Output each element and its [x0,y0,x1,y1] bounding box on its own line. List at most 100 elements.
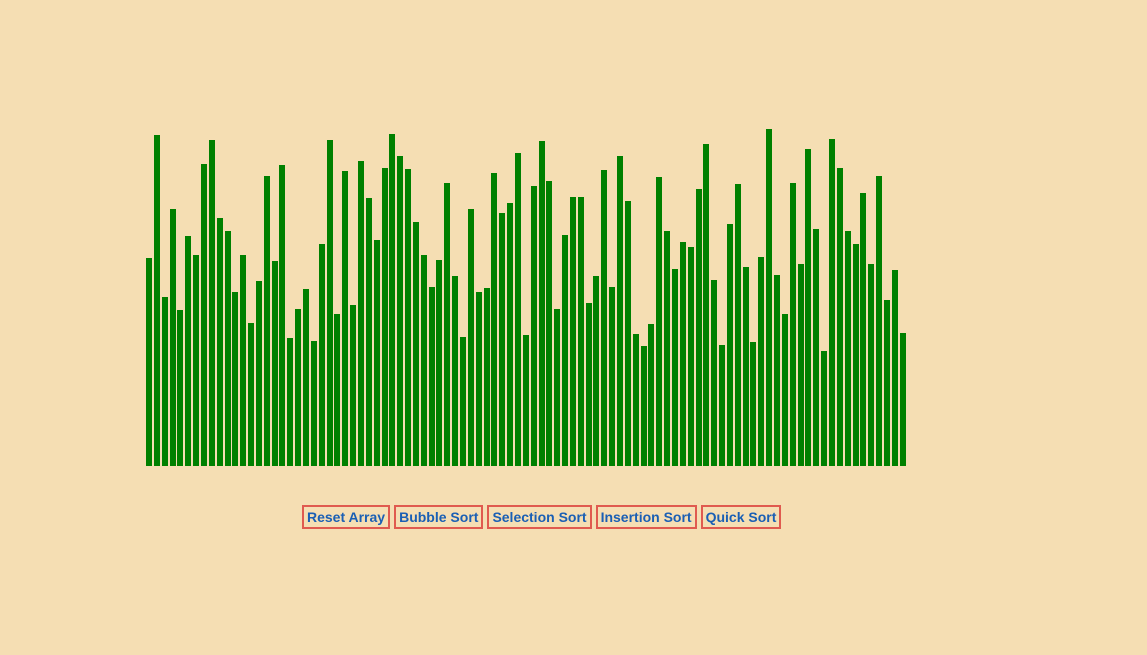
array-bar [554,309,560,466]
array-bar [758,257,764,466]
array-bar [648,324,654,466]
array-bar [484,288,490,466]
array-bar [256,281,262,466]
array-bar [735,184,741,466]
array-bar [209,140,215,466]
array-bar [539,141,545,466]
array-bar [821,351,827,466]
array-bar [688,247,694,466]
array-bar [382,168,388,466]
array-bar [727,224,733,466]
array-bar [868,264,874,466]
array-bar [845,231,851,466]
array-bar [703,144,709,466]
array-bar [570,197,576,466]
array-bar [656,177,662,466]
array-bar [743,267,749,466]
array-bar [185,236,191,466]
insertion-sort-button[interactable]: Insertion Sort [595,505,697,529]
array-bar [750,342,756,466]
array-bar [177,310,183,466]
array-bar [860,193,866,466]
array-bar [609,287,615,466]
array-bar [279,165,285,466]
array-bar [837,168,843,466]
array-bar [460,337,466,466]
array-bar [531,186,537,466]
array-bar [625,201,631,466]
array-bar [327,140,333,466]
array-bar [452,276,458,466]
quick-sort-button[interactable]: Quick Sort [700,505,782,529]
array-bar [884,300,890,466]
array-bar [287,338,293,466]
array-bar [405,169,411,466]
array-bar [295,309,301,466]
array-bar [272,261,278,466]
array-bar [232,292,238,466]
array-bar [633,334,639,466]
array-bar [217,218,223,466]
array-bar [436,260,442,466]
array-bar [444,183,450,466]
array-bar [696,189,702,466]
array-bar [892,270,898,466]
array-bar [146,258,152,466]
array-bar [170,209,176,466]
array-bar [413,222,419,466]
array-bar [578,197,584,466]
array-bar [798,264,804,466]
array-bar [499,213,505,466]
array-bar [319,244,325,466]
array-bar [468,209,474,466]
array-bar [334,314,340,466]
array-bar [523,335,529,466]
array-bar [162,297,168,466]
array-bar [562,235,568,466]
array-bar [719,345,725,466]
array-bar [193,255,199,466]
array-bar [248,323,254,466]
array-bar [586,303,592,466]
array-bar [593,276,599,466]
array-bar [476,292,482,466]
controls-bar: Reset Array Bubble Sort Selection Sort I… [302,505,785,529]
array-bar [641,346,647,466]
array-bar [774,275,780,466]
array-bar [366,198,372,466]
array-bar [711,280,717,466]
array-bar [805,149,811,466]
array-bar [766,129,772,466]
array-bar [790,183,796,466]
array-bar [240,255,246,466]
array-bar [350,305,356,466]
array-bar [664,231,670,466]
selection-sort-button[interactable]: Selection Sort [487,505,592,529]
array-bar [680,242,686,466]
array-bar [617,156,623,466]
array-bar [853,244,859,466]
array-bar [429,287,435,466]
array-bar [813,229,819,466]
array-bar [515,153,521,466]
array-bar [782,314,788,466]
array-bars-container [146,120,936,466]
bubble-sort-button[interactable]: Bubble Sort [394,505,484,529]
array-bar [225,231,231,466]
array-bar [507,203,513,466]
reset-array-button[interactable]: Reset Array [302,505,391,529]
array-bar [397,156,403,466]
array-bar [601,170,607,466]
array-bar [264,176,270,466]
array-bar [303,289,309,466]
array-bar [421,255,427,466]
array-bar [829,139,835,466]
array-bar [876,176,882,466]
array-bar [311,341,317,466]
array-bar [201,164,207,466]
array-bar [672,269,678,466]
array-bar [900,333,906,466]
array-bar [374,240,380,466]
array-bar [491,173,497,466]
